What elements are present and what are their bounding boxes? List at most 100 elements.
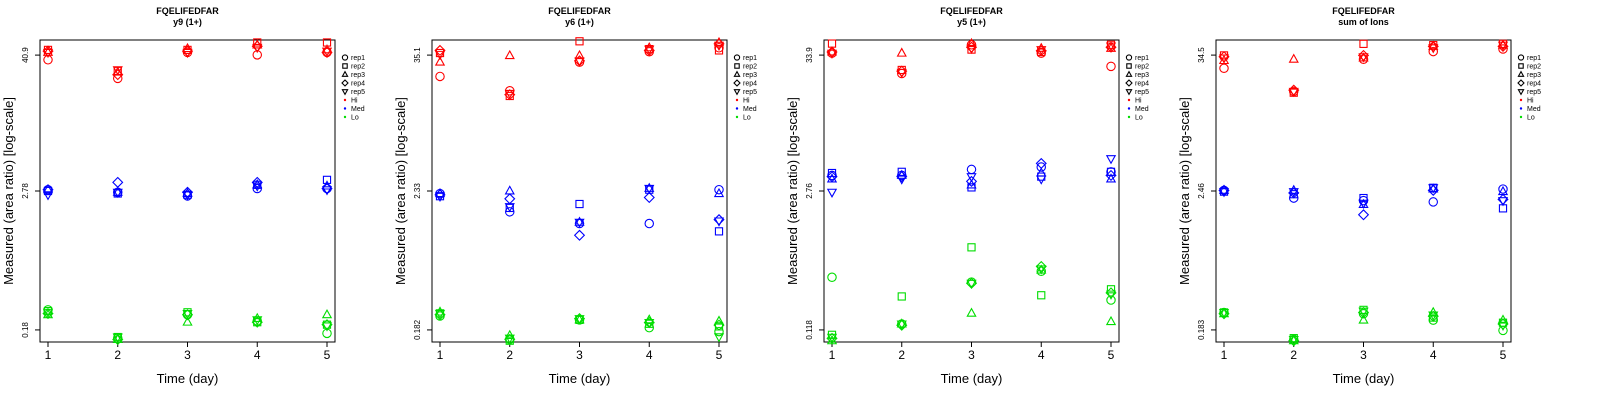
data-point-lo-rep5 (1036, 265, 1047, 275)
data-point-med-rep4 (1105, 169, 1117, 182)
data-point-hi-rep5 (1428, 44, 1439, 54)
data-point-med-rep5 (1497, 197, 1509, 207)
data-point-med-rep2 (827, 168, 837, 178)
chart-title: FQELIFEDFAR (156, 6, 219, 16)
legend-symbol-rep1 (1517, 54, 1525, 61)
data-point-med-rep1 (1498, 184, 1508, 194)
x-tick-label: 4 (1038, 348, 1045, 362)
x-tick-label: 2 (1290, 348, 1297, 362)
x-tick-label: 2 (114, 348, 121, 362)
legend-label-rep2: rep2 (1527, 64, 1541, 71)
data-point-hi-rep4 (434, 44, 446, 57)
x-axis-label: Time (day) (157, 371, 219, 386)
data-point-hi-rep5 (574, 57, 585, 67)
data-point-lo-rep3 (713, 315, 725, 325)
data-point-med-rep3 (574, 216, 585, 226)
x-tick-label: 3 (968, 348, 975, 362)
legend-label-lo: Lo (351, 115, 359, 122)
data-point-hi-rep3 (1428, 40, 1439, 50)
legend-symbol-rep5 (1125, 89, 1133, 96)
data-point-med-rep4 (251, 176, 263, 188)
data-point-hi-rep5 (1288, 87, 1299, 98)
legend-label-med: Med (743, 106, 757, 113)
data-point-med-rep4 (826, 171, 838, 183)
data-point-med-rep5 (826, 188, 838, 198)
y-axis-label: Measured (area ratio) [log-scale] (393, 97, 408, 285)
data-point-lo-rep5 (252, 316, 263, 326)
data-point-hi-rep1 (1219, 63, 1229, 74)
y-tick-label: 35.1 (413, 47, 422, 63)
data-point-lo-rep4 (713, 319, 725, 331)
legend-symbol-rep4 (1517, 79, 1525, 87)
legend-dot-med (1519, 107, 1523, 110)
chart-title: FQELIFEDFAR (1332, 6, 1395, 16)
data-point-hi-rep1 (1358, 54, 1369, 65)
data-point-hi-rep5 (112, 66, 123, 76)
chart-title: FQELIFEDFAR (548, 6, 611, 16)
legend-symbol-rep5 (733, 89, 741, 96)
data-point-hi-rep3 (826, 46, 838, 56)
data-point-hi-rep3 (574, 49, 585, 60)
legend-label-hi: Hi (1527, 98, 1534, 105)
legend-label-med: Med (351, 106, 365, 113)
y-tick-label: 0.183 (1197, 319, 1206, 340)
data-point-lo-rep5 (1288, 335, 1299, 346)
legend-label-rep1: rep1 (1527, 55, 1541, 62)
data-point-med-rep5 (112, 188, 123, 198)
data-point-hi-rep5 (826, 49, 838, 59)
data-point-lo-rep1 (1428, 315, 1439, 325)
data-point-lo-rep5 (826, 333, 838, 343)
data-point-med-rep1 (644, 218, 654, 229)
data-point-med-rep5 (504, 203, 515, 213)
legend-dot-med (735, 107, 739, 110)
plot-frame (431, 39, 728, 343)
data-point-lo-rep1 (1036, 266, 1047, 277)
data-point-med-rep1 (1036, 162, 1047, 172)
legend-symbol-rep1 (733, 54, 741, 61)
x-tick-label: 5 (324, 348, 331, 362)
legend-dot-lo (735, 115, 739, 119)
legend-symbol-rep2 (1126, 63, 1132, 69)
x-axis-label: Time (day) (549, 371, 611, 386)
legend-dot-lo (1519, 115, 1523, 119)
data-point-hi-rep2 (714, 46, 724, 55)
data-point-med-rep4 (1427, 184, 1439, 196)
data-point-med-rep5 (966, 173, 977, 183)
legend-symbol-rep2 (1518, 63, 1524, 69)
x-tick-label: 4 (646, 348, 653, 362)
data-point-med-rep4 (181, 186, 194, 198)
data-point-hi-rep3 (896, 47, 907, 57)
legend-symbol-rep3 (1517, 70, 1525, 77)
data-point-lo-rep1 (1106, 295, 1116, 305)
data-point-med-rep5 (713, 217, 725, 227)
data-point-med-rep2 (714, 227, 724, 236)
data-point-lo-rep3 (252, 312, 263, 322)
data-point-med-rep2 (1359, 193, 1368, 203)
data-point-hi-rep3 (1288, 53, 1299, 63)
legend-symbol-rep1 (341, 54, 349, 61)
data-point-hi-rep5 (644, 45, 655, 55)
data-point-med-rep5 (1288, 188, 1299, 198)
y-tick-label: 33.9 (805, 47, 814, 63)
legend-label-rep3: rep3 (1135, 72, 1149, 79)
data-point-lo-rep5 (1218, 308, 1230, 319)
legend-label-rep4: rep4 (351, 81, 365, 88)
y-axis-label: Measured (area ratio) [log-scale] (1, 97, 16, 285)
data-point-lo-rep3 (1105, 315, 1117, 326)
legend-label-rep2: rep2 (1135, 64, 1149, 71)
legend-label-rep4: rep4 (1527, 81, 1541, 88)
data-point-med-rep4 (896, 171, 908, 183)
y-tick-label: 0.18 (21, 322, 30, 338)
data-point-med-rep1 (1428, 197, 1439, 207)
data-point-hi-rep5 (182, 48, 193, 59)
data-point-med-rep5 (182, 191, 193, 201)
data-point-hi-rep5 (42, 48, 54, 59)
data-point-med-rep3 (42, 184, 54, 194)
data-point-hi-rep2 (575, 37, 584, 46)
data-point-hi-rep2 (827, 39, 837, 48)
data-point-med-rep3 (112, 186, 123, 196)
data-point-med-rep4 (504, 193, 516, 205)
